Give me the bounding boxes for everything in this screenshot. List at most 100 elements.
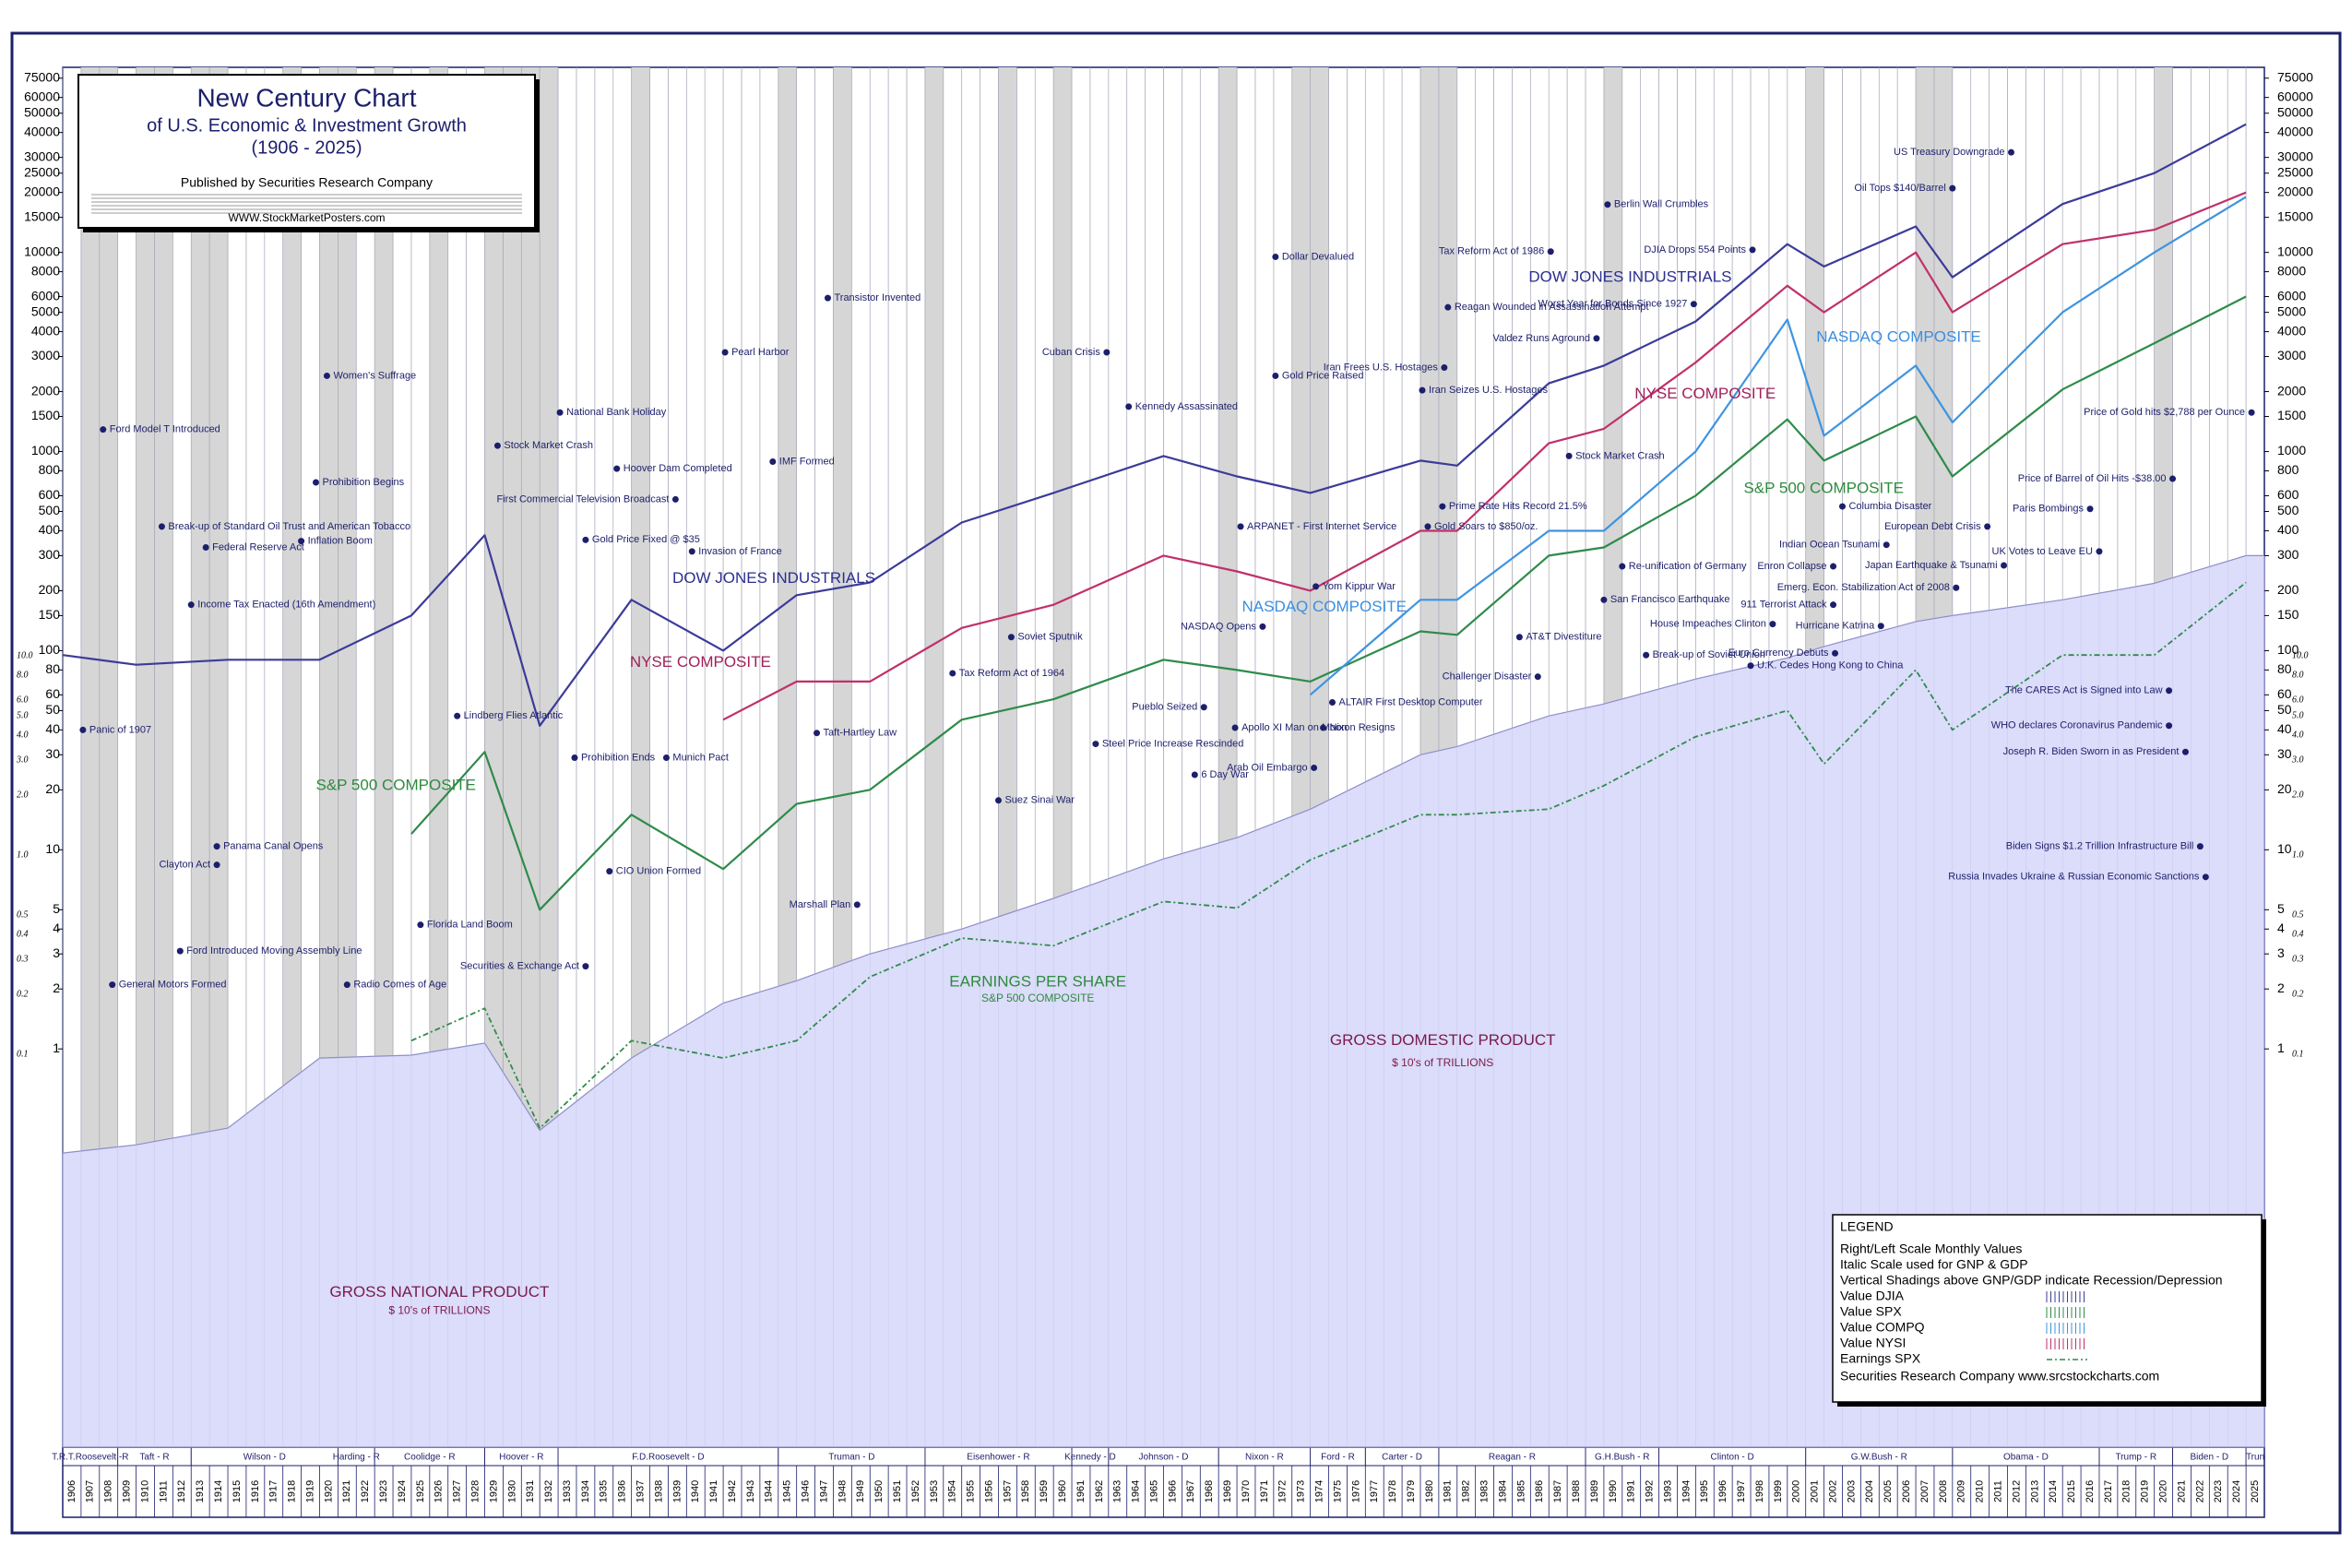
y-tick-label: 5 [2277, 901, 2285, 916]
annotation-label: Price of Barrel of Oil Hits -$38.00 [2018, 473, 2167, 484]
annotation-label: Prohibition Begins [323, 477, 405, 488]
x-tick-label: 1956 [983, 1480, 994, 1503]
annotation-dot [1237, 523, 1244, 530]
y-tick-label: 800 [2277, 462, 2299, 477]
x-tick-label: 1973 [1296, 1480, 1307, 1503]
y-tick-label: 300 [39, 547, 61, 562]
annotation-label: Panic of 1907 [89, 724, 151, 735]
annotation-label: Invasion of France [698, 546, 782, 557]
annotation-label: Enron Collapse [1757, 561, 1826, 572]
x-tick-label: 1962 [1094, 1480, 1105, 1503]
x-tick-label: 1920 [323, 1480, 334, 1503]
x-tick-label: 1957 [1002, 1480, 1013, 1503]
annotation-dot [1515, 634, 1523, 641]
annotation-dot [1272, 253, 1279, 260]
y-tick-label: 50000 [24, 104, 60, 119]
x-tick-label: 1912 [176, 1480, 187, 1503]
y-tick-label: 1 [53, 1040, 60, 1055]
annotation-dot [613, 465, 621, 472]
y-tick-label: 40000 [2277, 124, 2313, 138]
annotation-label: ALTAIR First Desktop Computer [1339, 696, 1483, 707]
x-tick-label: 1976 [1350, 1480, 1361, 1503]
x-tick-label: 1981 [1443, 1480, 1454, 1503]
annotation-dot [109, 981, 116, 989]
y-tick-label: 300 [2277, 547, 2299, 562]
annotation-label: House Impeaches Clinton [1650, 619, 1766, 630]
annotation-dot [662, 754, 670, 761]
annotation-label: Stock Market Crash [504, 440, 593, 451]
y-tick-label: 1 [2277, 1040, 2285, 1055]
y-tick-label: 3 [53, 945, 60, 960]
y-tick-label: 30000 [2277, 148, 2313, 163]
x-tick-label: 1919 [304, 1480, 315, 1503]
series-line [722, 191, 2247, 721]
chart-title: New Century Chart [196, 83, 416, 112]
x-tick-label: 2015 [2066, 1480, 2077, 1503]
annotation-dot [1838, 503, 1846, 510]
annotation-dot [1830, 563, 1837, 570]
x-tick-label: 1911 [158, 1480, 169, 1503]
series-label: NASDAQ COMPOSITE [1241, 598, 1407, 615]
y2-tick-label: 10.0 [17, 651, 33, 661]
x-tick-label: 2008 [1938, 1480, 1949, 1503]
annotation-label: Arab Oil Embargo [1227, 762, 1307, 773]
annotation-label: Ford Introduced Moving Assembly Line [186, 945, 362, 956]
x-tick-label: 2023 [2213, 1480, 2224, 1503]
x-tick-label: 1924 [397, 1480, 408, 1503]
y2-tick-label: 3.0 [2291, 755, 2304, 766]
legend-note: Vertical Shadings above GNP/GDP indicate… [1840, 1273, 2223, 1288]
annotation-dot [2086, 505, 2094, 513]
y2-tick-label: 2.0 [17, 790, 29, 801]
annotation-dot [1600, 596, 1608, 603]
annotation-label: Worst Year for Bonds Since 1927 [1538, 299, 1688, 310]
x-tick-label: 1946 [801, 1480, 812, 1503]
x-tick-label: 1908 [103, 1480, 114, 1503]
x-tick-label: 2006 [1901, 1480, 1912, 1503]
y-tick-label: 10 [2277, 841, 2292, 856]
series-label: $ 10's of TRILLIONS [388, 1303, 490, 1316]
y-tick-label: 5000 [2277, 303, 2306, 318]
x-tick-label: 1963 [1112, 1480, 1123, 1503]
president-label: Biden - D [2190, 1453, 2228, 1463]
x-tick-label: 2005 [1883, 1480, 1894, 1503]
y-tick-label: 4 [2277, 921, 2285, 935]
annotation-label: Suez Sinai War [1004, 795, 1075, 806]
annotation-label: AT&T Divestiture [1526, 632, 1601, 643]
x-tick-label: 1985 [1515, 1480, 1526, 1503]
annotation-label: Gold Price Raised [1282, 370, 1364, 381]
x-tick-label: 1958 [1020, 1480, 1031, 1503]
series-label: S&P 500 COMPOSITE [315, 777, 476, 794]
y-tick-label: 40 [2277, 721, 2292, 736]
annotation-dot [2166, 722, 2173, 730]
x-tick-label: 1917 [268, 1480, 279, 1503]
legend-title: LEGEND [1840, 1219, 1894, 1234]
y2-tick-label: 0.3 [17, 955, 29, 965]
annotation-dot [1830, 601, 1837, 609]
y2-tick-label: 10.0 [2292, 651, 2309, 661]
x-tick-label: 2003 [1846, 1480, 1857, 1503]
annotation-label: Women's Suffrage [333, 370, 416, 381]
x-tick-label: 2011 [1992, 1480, 2003, 1503]
y-tick-label: 10000 [2277, 244, 2313, 258]
president-label: Taft - R [139, 1453, 169, 1463]
annotation-dot [1619, 563, 1626, 570]
annotation-dot [454, 712, 461, 719]
y2-tick-label: 0.4 [2292, 930, 2304, 940]
annotation-dot [313, 479, 320, 486]
y-tick-label: 15000 [2277, 208, 2313, 223]
annotation-label: DJIA Drops 554 Points [1644, 244, 1746, 255]
annotation-dot [1643, 651, 1650, 659]
president-label: T.R.T.Roosevelt -R [52, 1453, 128, 1463]
series-label: DOW JONES INDUSTRIALS [672, 569, 875, 587]
annotation-label: San Francisco Earthquake [1610, 594, 1730, 605]
x-tick-label: 1955 [966, 1480, 977, 1503]
annotation-label: Ford Model T Introduced [110, 424, 220, 435]
y2-tick-label: 8.0 [17, 671, 29, 681]
x-tick-label: 1925 [415, 1480, 426, 1503]
annotation-dot [2181, 748, 2189, 755]
annotation-label: IMF Formed [779, 456, 835, 467]
x-tick-label: 1986 [1534, 1480, 1545, 1503]
annotation-label: Panama Canal Opens [223, 841, 324, 852]
x-tick-label: 2016 [2085, 1480, 2096, 1503]
annotation-dot [1747, 662, 1754, 670]
